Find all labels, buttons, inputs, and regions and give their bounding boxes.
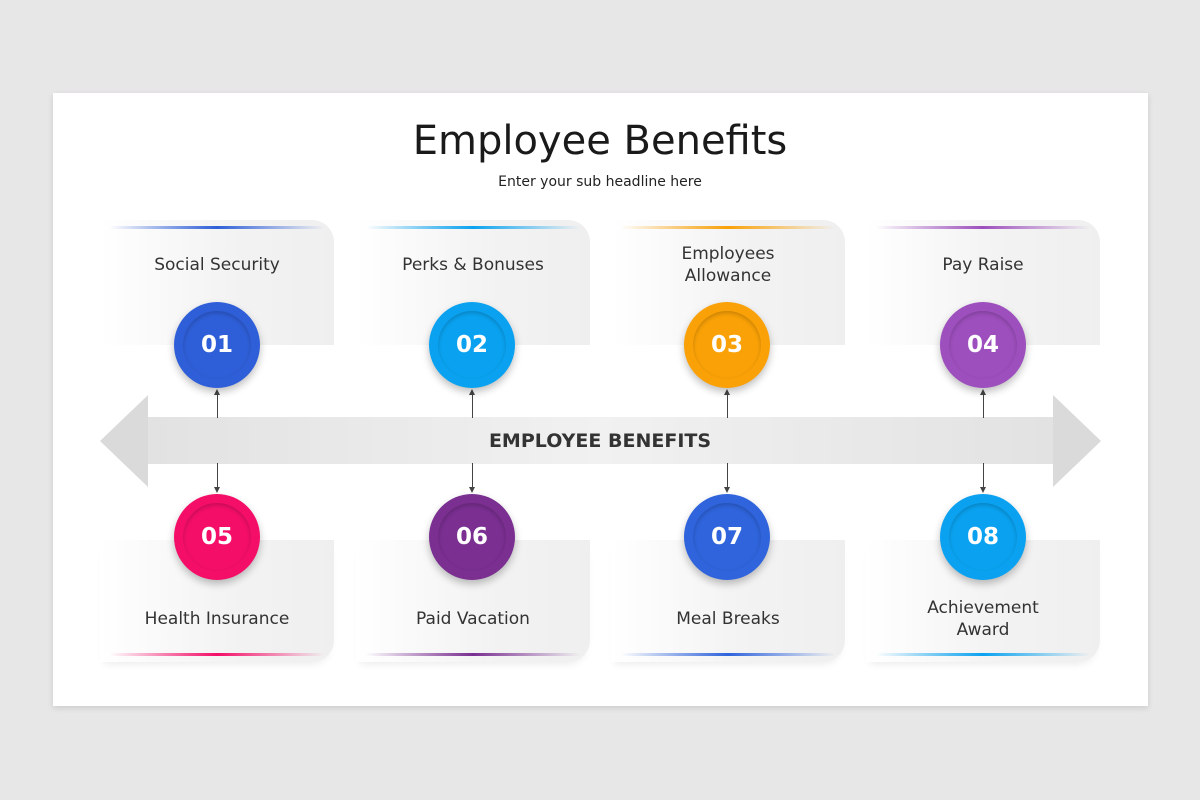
number-badge-03: 03 [684, 302, 770, 388]
arrow-down-icon [980, 487, 986, 493]
connector-line [727, 392, 728, 418]
benefit-label-line: Achievement [927, 598, 1039, 618]
arrow-right-head [1053, 395, 1101, 487]
badge-number: 08 [966, 524, 999, 550]
accent-line [366, 653, 580, 656]
accent-line [621, 226, 835, 229]
accent-line [876, 226, 1090, 229]
badge-number: 07 [710, 524, 743, 550]
arrow-up-icon [980, 389, 986, 395]
benefit-label: Pay Raise [942, 255, 1024, 275]
number-badge-06: 06 [429, 494, 515, 580]
connector-line [472, 463, 473, 489]
arrow-down-icon [214, 487, 220, 493]
accent-line [110, 226, 324, 229]
connector-line [217, 392, 218, 418]
connector-line [983, 392, 984, 418]
badge-number: 01 [200, 332, 233, 358]
benefit-label: Achievement Award [866, 597, 1100, 641]
badge-number: 06 [455, 524, 488, 550]
accent-line [621, 653, 835, 656]
accent-line [876, 653, 1090, 656]
arrow-down-icon [724, 487, 730, 493]
benefit-label: Meal Breaks [676, 609, 780, 629]
benefit-label: Perks & Bonuses [402, 255, 544, 275]
number-badge-04: 04 [940, 302, 1026, 388]
arrow-up-icon [214, 389, 220, 395]
badge-number: 04 [966, 332, 999, 358]
number-badge-01: 01 [174, 302, 260, 388]
connector-line [472, 392, 473, 418]
page-title: Employee Benefits [412, 118, 788, 164]
benefit-label: Health Insurance [144, 609, 290, 629]
benefit-label-line: Award [956, 620, 1010, 640]
benefit-label-line: Allowance [684, 266, 772, 286]
benefit-label: Employees Allowance [611, 243, 845, 287]
arrow-down-icon [469, 487, 475, 493]
number-badge-02: 02 [429, 302, 515, 388]
benefit-label: Social Security [154, 255, 280, 275]
badge-number: 03 [710, 332, 743, 358]
arrow-left-head [100, 395, 148, 487]
number-badge-07: 07 [684, 494, 770, 580]
accent-line [110, 653, 324, 656]
badge-number: 02 [455, 332, 488, 358]
arrow-label: EMPLOYEE BENEFITS [488, 430, 712, 452]
arrow-up-icon [469, 389, 475, 395]
benefit-label-line: Employees [681, 244, 775, 264]
connector-line [983, 463, 984, 489]
number-badge-05: 05 [174, 494, 260, 580]
page-subtitle: Enter your sub headline here [498, 174, 702, 190]
badge-number: 05 [200, 524, 233, 550]
number-badge-08: 08 [940, 494, 1026, 580]
arrow-up-icon [724, 389, 730, 395]
connector-line [727, 463, 728, 489]
accent-line [366, 226, 580, 229]
arrow-band [148, 417, 1054, 464]
connector-line [217, 463, 218, 489]
benefit-label: Paid Vacation [416, 609, 530, 629]
